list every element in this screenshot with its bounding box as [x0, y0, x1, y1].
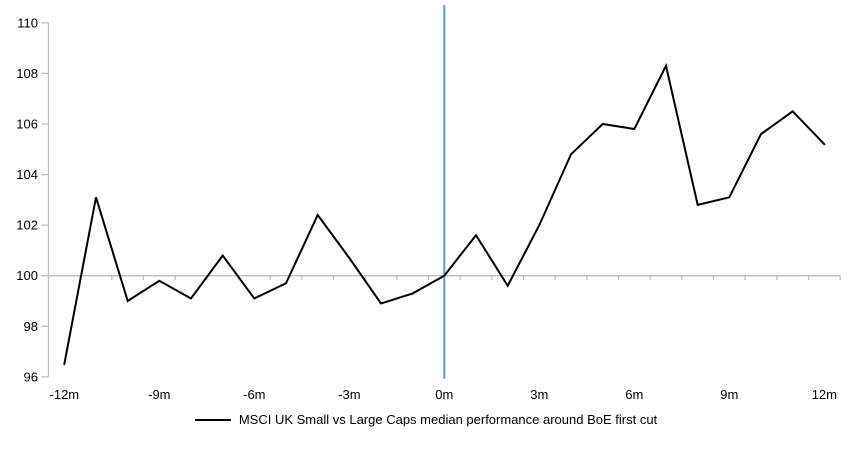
- x-tick-label: 6m: [625, 387, 643, 402]
- x-tick-label: -12m: [50, 387, 80, 402]
- legend-label: MSCI UK Small vs Large Caps median perfo…: [238, 412, 658, 427]
- x-axis-labels: -12m -9m -6m -3m 0m 3m 6m 9m 12m: [50, 387, 837, 402]
- x-tick-label: -6m: [243, 387, 265, 402]
- y-tick-label: 98: [24, 319, 38, 334]
- y-tick-label: 110: [17, 15, 38, 30]
- series-line: [63, 62, 826, 366]
- legend: MSCI UK Small vs Large Caps median perfo…: [0, 412, 852, 427]
- y-axis: 96 98 100 102 104 106 108 110: [16, 15, 50, 384]
- x-tick-label: 0m: [435, 387, 453, 402]
- y-tick-label: 106: [16, 116, 38, 131]
- y-tick-label: 96: [24, 369, 38, 384]
- y-tick-label: 108: [16, 66, 38, 81]
- x-tick-label: 9m: [720, 387, 738, 402]
- x-tick-label: -3m: [338, 387, 360, 402]
- y-tick-label: 104: [16, 167, 38, 182]
- x-tick-label: -9m: [148, 387, 170, 402]
- y-tick-label: 100: [16, 268, 38, 283]
- x-tick-label: 12m: [812, 387, 837, 402]
- y-tick-label: 102: [16, 218, 38, 233]
- x-tick-label: 3m: [530, 387, 548, 402]
- line-chart: 96 98 100 102 104 106 108 110 -12m -9m -6m -3m 0m 3m 6…: [16, 5, 841, 402]
- legend-line-sample-icon: [194, 418, 231, 421]
